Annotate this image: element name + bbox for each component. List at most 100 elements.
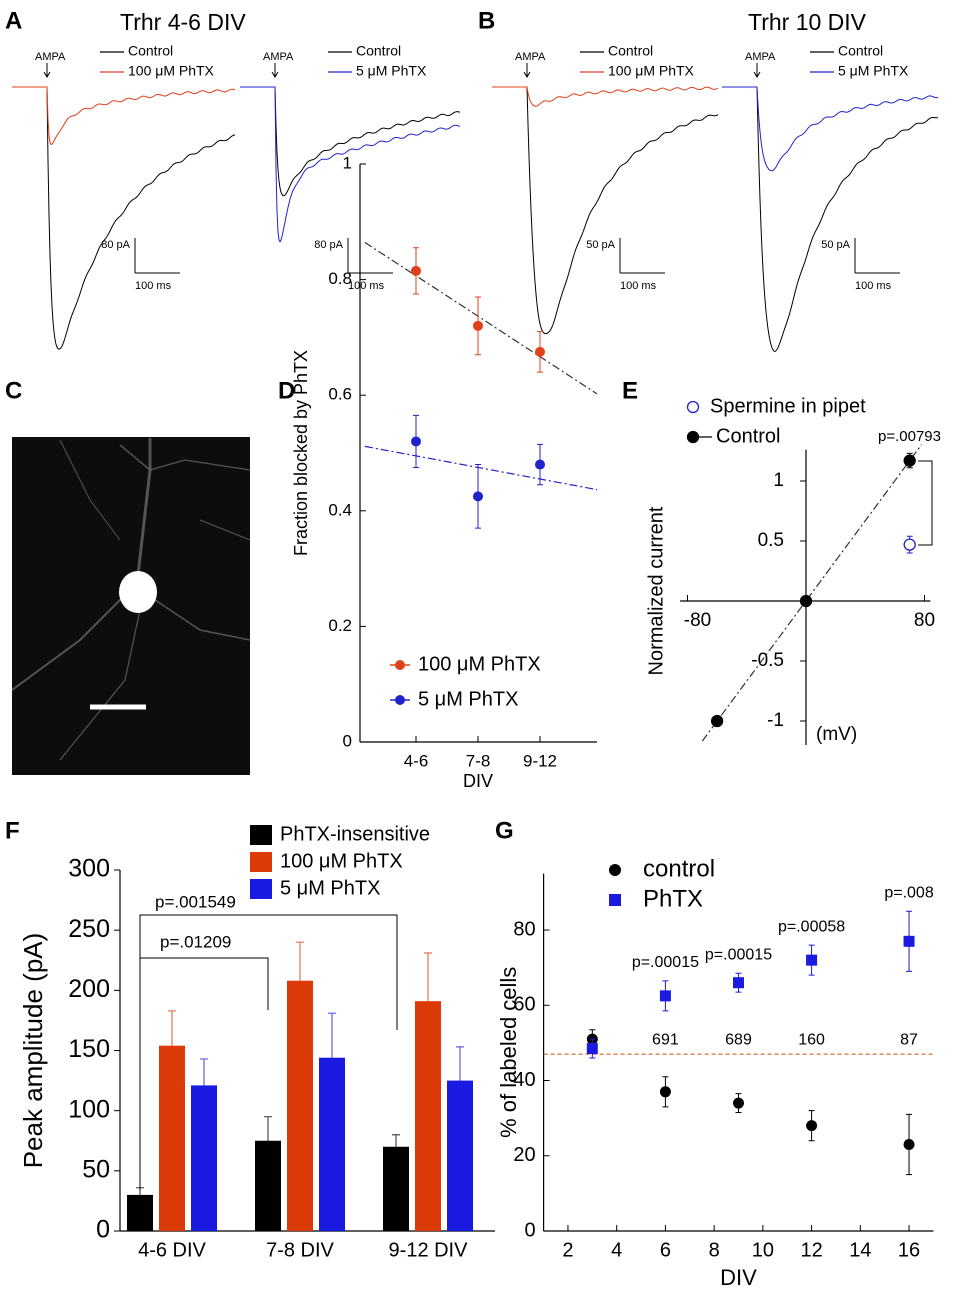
x-tick-label: 12 bbox=[800, 1239, 822, 1261]
scale-label-x: 100 ms bbox=[348, 280, 385, 292]
bar bbox=[319, 1057, 345, 1231]
bar bbox=[127, 1194, 153, 1231]
error-bar bbox=[456, 1046, 464, 1081]
y-tick-label: 40 bbox=[513, 1069, 535, 1091]
legend-label: 5 μM PhTX bbox=[356, 63, 427, 79]
panel-letter: B bbox=[478, 7, 495, 34]
y-tick-label: 150 bbox=[68, 1035, 110, 1063]
point bbox=[710, 714, 724, 728]
x-tick-label: 7-8 DIV bbox=[266, 1239, 334, 1261]
annotation: p=.01209 bbox=[160, 932, 231, 951]
n-label: 87 bbox=[900, 1031, 918, 1048]
error-bar bbox=[264, 1116, 272, 1141]
trace bbox=[12, 86, 236, 350]
x-tick-label: 9-12 bbox=[523, 751, 557, 770]
point bbox=[903, 1138, 915, 1150]
panel-letter: C bbox=[5, 377, 22, 404]
x-tick-label: 6 bbox=[660, 1239, 671, 1261]
y-tick-label: 1 bbox=[343, 153, 352, 172]
arrow-head bbox=[43, 71, 51, 78]
legend-swatch bbox=[250, 879, 272, 899]
legend-label: control bbox=[643, 855, 715, 882]
y-tick-label: 50 bbox=[82, 1155, 110, 1183]
annotation: p=.001549 bbox=[155, 892, 236, 911]
error-bar bbox=[200, 1058, 208, 1086]
legend-marker bbox=[686, 400, 700, 414]
y-tick-label: 250 bbox=[68, 915, 110, 943]
legend-marker bbox=[686, 430, 700, 444]
y-axis-label: Fraction blocked by PhTX bbox=[291, 350, 311, 556]
point bbox=[903, 538, 916, 551]
dendrite bbox=[59, 609, 141, 761]
legend-label: 100 μM PhTX bbox=[418, 653, 541, 675]
y-tick-label: 0.6 bbox=[328, 385, 352, 404]
point bbox=[806, 1120, 818, 1132]
error-bar bbox=[328, 1012, 336, 1058]
legend-label: Spermine in pipet bbox=[710, 395, 866, 417]
point bbox=[733, 1097, 744, 1109]
error-bar bbox=[424, 952, 432, 1002]
error-bar bbox=[168, 1010, 176, 1046]
x-tick-label: 2 bbox=[562, 1239, 573, 1261]
y-tick-label: 0.8 bbox=[328, 269, 352, 288]
bar bbox=[415, 1001, 441, 1231]
y-tick-label: -1 bbox=[767, 710, 784, 731]
n-label: 160 bbox=[798, 1031, 825, 1048]
dendrite bbox=[119, 444, 151, 471]
panel-title: Trhr 10 DIV bbox=[748, 9, 867, 35]
bar bbox=[191, 1085, 217, 1231]
bar bbox=[255, 1140, 281, 1231]
y-tick-label: 1 bbox=[773, 470, 784, 491]
legend-label: 5 μM PhTX bbox=[418, 688, 518, 710]
trend-line bbox=[364, 241, 598, 395]
arrow-head bbox=[523, 71, 531, 78]
legend-marker bbox=[609, 864, 621, 876]
legend-label: Control bbox=[128, 43, 173, 59]
y-axis-label: Peak amplitude (pA) bbox=[18, 933, 48, 1169]
bracket bbox=[139, 914, 398, 1030]
dendrite bbox=[154, 599, 251, 641]
trace bbox=[722, 86, 939, 172]
p-label: p=.008 bbox=[884, 884, 933, 901]
bracket bbox=[918, 460, 933, 546]
point bbox=[806, 954, 818, 966]
point bbox=[903, 454, 916, 467]
point bbox=[659, 990, 671, 1002]
legend-marker bbox=[609, 894, 621, 906]
y-tick-label: 0 bbox=[524, 1219, 535, 1241]
bar bbox=[447, 1080, 473, 1231]
error-bar bbox=[392, 1134, 400, 1147]
x-tick-label: 10 bbox=[752, 1239, 774, 1261]
stimulus-label: AMPA bbox=[263, 51, 294, 63]
y-tick-label: 300 bbox=[68, 855, 110, 883]
y-tick-label: 20 bbox=[513, 1144, 535, 1166]
arrow-head bbox=[753, 71, 761, 78]
scale-label-y: 80 pA bbox=[101, 239, 130, 251]
legend-label: 5 μM PhTX bbox=[838, 63, 909, 79]
point bbox=[535, 459, 545, 470]
legend-label: Control bbox=[838, 43, 883, 59]
point bbox=[659, 1086, 671, 1098]
trace bbox=[722, 86, 939, 352]
point bbox=[733, 977, 744, 989]
legend-marker bbox=[395, 695, 405, 705]
legend-label: PhTX-insensitive bbox=[280, 823, 430, 845]
panel-letter: G bbox=[495, 817, 514, 844]
point bbox=[473, 491, 483, 502]
n-label: 689 bbox=[725, 1031, 752, 1048]
legend-label: 100 μM PhTX bbox=[608, 63, 695, 79]
trace bbox=[240, 86, 461, 243]
y-tick-label: 200 bbox=[68, 975, 110, 1003]
scale-label-y: 50 pA bbox=[821, 239, 850, 251]
annotation: p=.00793 bbox=[878, 428, 941, 445]
scale-label-y: 80 pA bbox=[314, 239, 343, 251]
bracket bbox=[139, 957, 269, 1190]
trend-line bbox=[364, 445, 598, 491]
y-tick-label: 0.4 bbox=[328, 500, 352, 519]
y-tick-label: 60 bbox=[513, 994, 535, 1016]
x-unit-label: (mV) bbox=[816, 724, 857, 745]
scale-label-y: 50 pA bbox=[586, 239, 615, 251]
x-tick-label: 7-8 bbox=[466, 751, 491, 770]
y-tick-label: 0 bbox=[96, 1216, 110, 1244]
